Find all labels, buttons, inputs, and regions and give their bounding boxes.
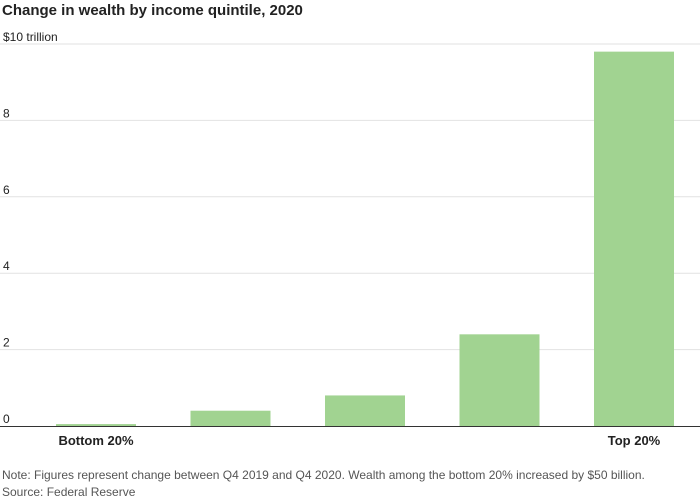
y-tick-label: 2 — [3, 336, 10, 350]
x-tick-label: Top 20% — [608, 433, 661, 448]
y-tick-label: 8 — [3, 106, 10, 120]
chart-source: Source: Federal Reserve — [2, 485, 136, 499]
x-tick-labels: Bottom 20% Top 20% — [58, 433, 660, 448]
bar — [594, 51, 674, 426]
chart-note: Note: Figures represent change between Q… — [2, 468, 645, 482]
bar — [190, 410, 271, 426]
bar — [325, 395, 405, 426]
y-tick-label: $10 trillion — [3, 30, 58, 44]
y-tick-label: 0 — [3, 412, 10, 426]
bars — [56, 51, 674, 426]
y-tick-labels: 0 2 4 6 8 $10 trillion — [3, 30, 58, 426]
chart-title: Change in wealth by income quintile, 202… — [2, 2, 303, 19]
bar — [459, 334, 540, 426]
y-tick-label: 6 — [3, 183, 10, 197]
y-tick-label: 4 — [3, 259, 10, 273]
bar — [56, 424, 136, 426]
gridlines — [0, 43, 700, 351]
x-tick-label: Bottom 20% — [58, 433, 134, 448]
